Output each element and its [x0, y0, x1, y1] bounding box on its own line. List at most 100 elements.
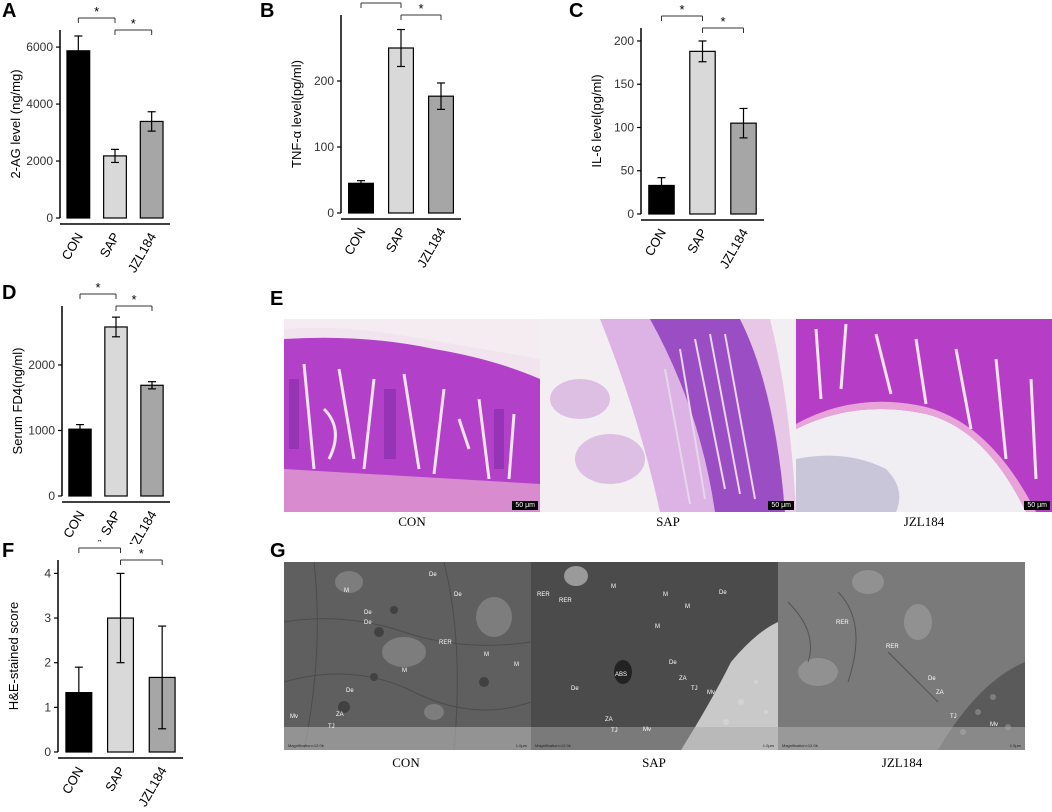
tem-con-drawing [284, 562, 531, 750]
panel-label-b: B [260, 0, 275, 22]
panel-label-f: F [2, 540, 15, 562]
tem-label: ZA [605, 717, 613, 723]
tem-caption-con: CON [392, 755, 420, 770]
y-tick-label: 4 [44, 566, 51, 580]
y-tick-label: 200 [314, 74, 334, 88]
tem-jzl184-image: RER De ZA TJ Mv RER Magnification=12.0k … [778, 562, 1025, 750]
bar-con [66, 50, 91, 219]
sig-marker: * [131, 292, 136, 307]
tem-scale: 1.0μm [762, 743, 774, 748]
tem-label: Mv [643, 727, 651, 733]
x-tick-label: SAP [97, 230, 123, 260]
tem-label: RER [439, 640, 452, 646]
histology-sap-image: 50 μm [540, 319, 796, 512]
tem-label: M [611, 584, 616, 590]
histology-sap-drawing [540, 319, 796, 512]
tem-label: De [364, 610, 372, 616]
scale-bar-sap: 50 μm [768, 501, 794, 510]
scale-bar-jzl184: 50 μm [1024, 501, 1050, 510]
tem-label: M [663, 592, 668, 598]
y-tick-label: 100 [314, 140, 334, 154]
sig-marker: * [94, 4, 99, 19]
tem-label: M [344, 588, 349, 594]
tem-label: TJ [611, 728, 618, 734]
panel-label-a: A [2, 0, 17, 22]
y-tick-label: 2000 [28, 358, 55, 372]
tem-label: TJ [950, 714, 957, 720]
histology-con-drawing [284, 319, 540, 512]
tem-caption-jzl184: JZL184 [881, 755, 923, 770]
tem-label: RER [559, 598, 572, 604]
y-tick-label: 100 [614, 120, 634, 134]
x-tick-label: JZL184 [414, 225, 449, 270]
tem-label: Mv [290, 714, 298, 720]
y-tick-label: 0 [327, 206, 334, 220]
x-tick-label: JZL184 [125, 508, 160, 544]
histology-con-image: 50 μm [284, 319, 540, 512]
x-tick-label: CON [341, 225, 368, 258]
tem-scale: 1.0μm [515, 743, 527, 748]
x-tick-label: JZL184 [716, 226, 751, 271]
x-tick-label: JZL184 [125, 230, 160, 275]
y-axis-label: H&E-stained score [6, 602, 21, 710]
y-axis-label: IL-6 level(pg/ml) [589, 74, 604, 167]
tem-label: M [685, 604, 690, 610]
bar-jzl184 [428, 95, 455, 214]
panel-label-e: E [270, 288, 284, 310]
tem-label: De [364, 620, 372, 626]
tem-label: De [669, 660, 677, 666]
sig-marker: * [95, 282, 100, 295]
tem-label: Mv [707, 690, 715, 696]
tem-magnification: Magnification=12.0k [288, 743, 324, 748]
sig-marker: * [131, 16, 136, 31]
y-tick-label: 2000 [26, 154, 53, 168]
y-tick-label: 1 [44, 700, 51, 714]
tem-label: ZA [936, 690, 944, 696]
tem-jzl184-drawing [778, 562, 1025, 750]
bar-sap [104, 326, 128, 497]
tem-label: ZA [336, 712, 344, 718]
tem-magnification: Magnification=12.0k [535, 743, 571, 748]
panel-label-c: C [569, 0, 584, 22]
x-tick-label: JZL184 [135, 764, 170, 809]
histology-caption-con: CON [398, 514, 426, 529]
tem-label: M [484, 652, 489, 658]
histology-caption-sap: SAP [656, 514, 680, 529]
tem-sap-drawing [531, 562, 778, 750]
x-tick-label: CON [59, 764, 86, 797]
bar-jzl184 [139, 120, 164, 219]
bar-sap [689, 50, 716, 215]
tem-label: M [402, 668, 407, 674]
y-tick-label: 4000 [26, 97, 53, 111]
y-axis-label: Serum FD4(ng/ml) [10, 348, 25, 455]
sig-marker: * [720, 14, 725, 29]
sig-marker: * [97, 540, 102, 549]
x-tick-label: CON [642, 226, 669, 259]
y-tick-label: 0 [48, 489, 55, 503]
tem-label: ABS [615, 672, 628, 678]
bar-con [347, 182, 374, 214]
x-tick-label: SAP [684, 226, 710, 256]
tem-label: De [454, 592, 462, 598]
tem-label: RER [886, 644, 899, 650]
y-tick-label: 2 [44, 656, 51, 670]
tem-label: Mv [990, 722, 998, 728]
scale-bar-con: 50 μm [512, 501, 538, 510]
tem-label: De [429, 572, 437, 578]
chart-il6-level: 0 50 100 150 200 IL-6 level(pg/ml) CON SAP JZL18… [589, 2, 764, 271]
x-tick-label: SAP [98, 508, 124, 538]
chart-2ag-level: 0 2000 4000 6000 2-AG level (ng/mg) CON SAP JZL… [8, 4, 170, 275]
histology-jzl184-image: 50 μm [796, 319, 1052, 512]
sig-marker: * [679, 2, 684, 17]
y-tick-label: 150 [614, 77, 634, 91]
y-axis-label: TNF-α level(pg/ml) [289, 60, 304, 168]
tem-label: ZA [679, 676, 687, 682]
y-tick-label: 50 [621, 164, 635, 178]
y-tick-label: 3 [44, 611, 51, 625]
bar-sap [103, 155, 127, 219]
y-tick-label: 0 [627, 207, 634, 221]
x-tick-label: CON [60, 508, 87, 541]
tem-label: RER [836, 620, 849, 626]
tem-label: De [571, 686, 579, 692]
bar-sap [387, 47, 414, 214]
